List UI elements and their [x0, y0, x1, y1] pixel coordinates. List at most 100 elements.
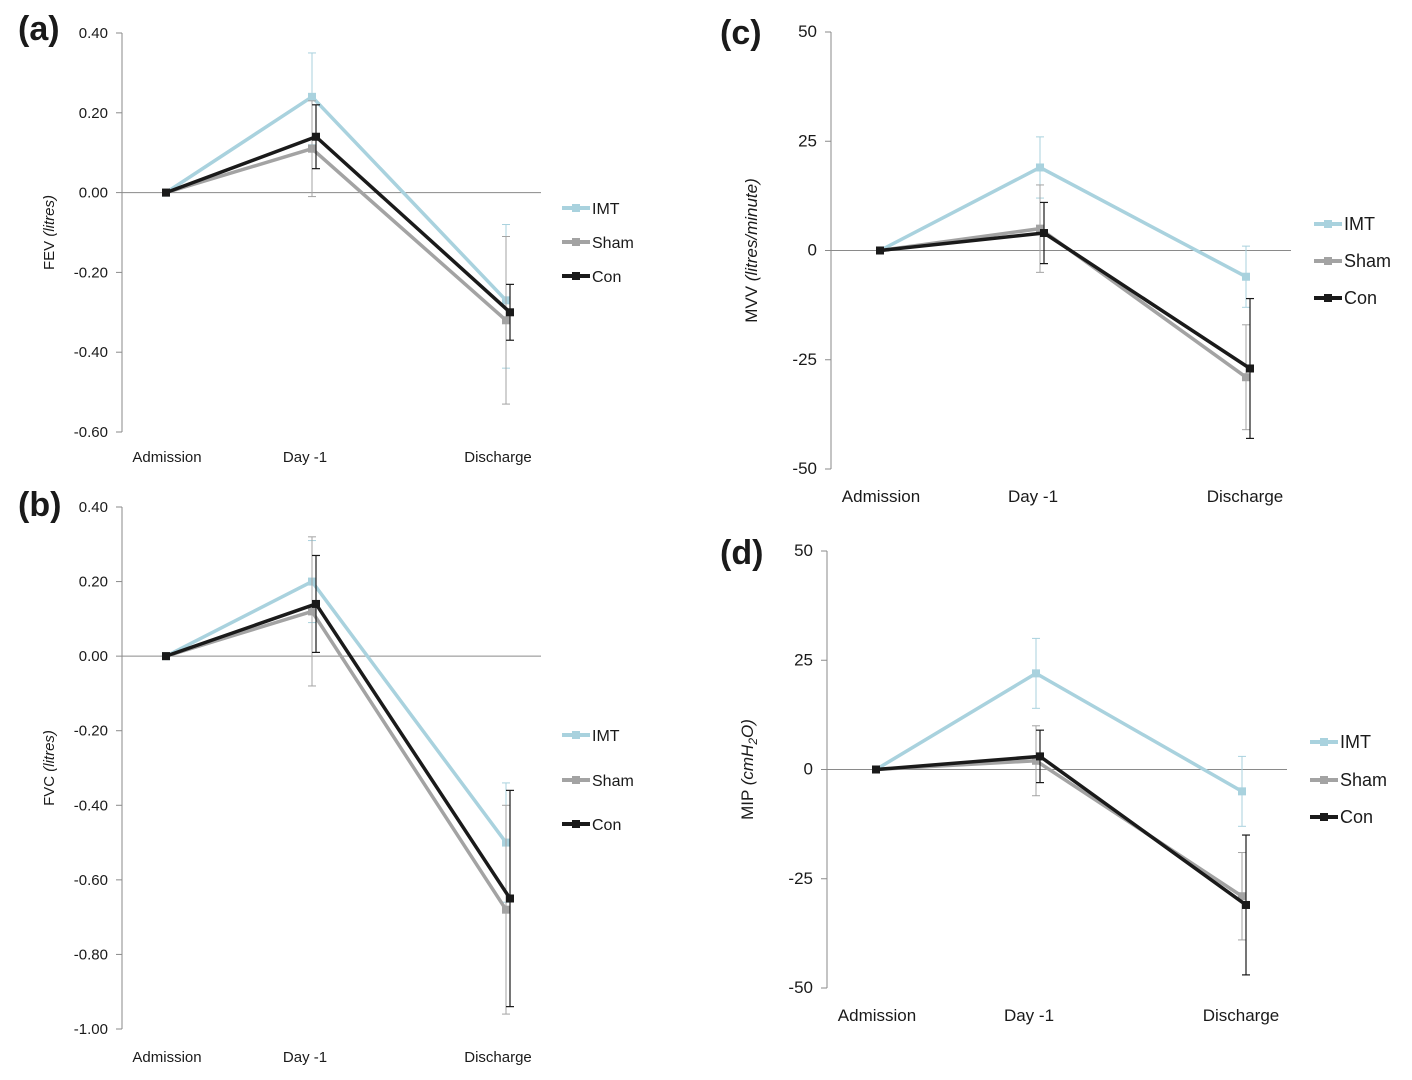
y-axis-label: MVV (litres/minute)	[742, 178, 761, 323]
y-tick-label: -50	[792, 459, 817, 478]
series-imt	[876, 136, 1250, 308]
data-point	[1242, 373, 1250, 382]
y-tick-label: 25	[794, 650, 813, 669]
legend-label: Sham	[1340, 770, 1387, 790]
data-point	[162, 188, 170, 197]
data-point	[1032, 669, 1040, 678]
legend-marker	[1320, 776, 1328, 784]
y-tick-label: 50	[798, 22, 817, 41]
series-con	[162, 104, 514, 341]
series-con	[876, 201, 1254, 440]
legend-marker	[572, 731, 580, 739]
chart-panel-d: (d) 50 25 0 -25 -50 Admission Day -1 Discharge MI…	[720, 534, 1387, 1025]
series-sham	[162, 100, 510, 405]
legend-item-sham: Sham	[562, 235, 634, 252]
data-point	[506, 308, 514, 317]
x-tick-label: Discharge	[464, 449, 532, 466]
y-tick-label: -0.40	[74, 797, 108, 814]
legend-item-sham: Sham	[1310, 770, 1387, 790]
legend-label: Sham	[592, 773, 634, 790]
legend-marker	[1324, 294, 1332, 302]
y-tick-label: 0.20	[79, 574, 108, 591]
x-tick-label: Day -1	[1008, 487, 1058, 506]
series-line	[875, 671, 1243, 793]
y-tick-label: 0.00	[79, 648, 108, 665]
x-tick-label: Admission	[132, 449, 201, 466]
x-tick-label: Admission	[132, 1049, 201, 1066]
data-point	[1036, 163, 1044, 172]
legend-marker	[572, 238, 580, 246]
series-line	[879, 231, 1251, 370]
data-point	[872, 765, 880, 774]
data-point	[1040, 229, 1048, 238]
legend-item-con: Con	[562, 817, 621, 834]
legend-label: Con	[1340, 807, 1373, 827]
chart-panel-b: (b) 0.40 0.20 0.00 -0.20 -0.40 -0.60 -0.80 -1.00…	[18, 486, 634, 1066]
legend-label: Con	[1344, 288, 1377, 308]
series-line	[165, 579, 508, 844]
legend-label: IMT	[1344, 214, 1375, 234]
legend-item-con: Con	[1314, 288, 1377, 308]
panel-letter: (a)	[18, 10, 60, 48]
legend-item-imt: IMT	[1310, 732, 1371, 752]
data-point	[1242, 272, 1250, 281]
y-tick-label: -25	[792, 350, 817, 369]
legend-marker	[572, 776, 580, 784]
series-con	[162, 554, 514, 1008]
legend-item-imt: IMT	[562, 728, 620, 745]
series-imt	[872, 637, 1246, 827]
data-point	[502, 316, 510, 325]
data-point	[1036, 752, 1044, 761]
series-sham	[162, 536, 510, 1015]
y-tick-label: -0.80	[74, 946, 108, 963]
legend-marker	[572, 820, 580, 828]
data-point	[312, 599, 320, 608]
y-axis-label: FVC (litres)	[41, 730, 58, 806]
legend-label: IMT	[592, 201, 620, 218]
x-tick-label: Discharge	[1203, 1006, 1280, 1025]
legend-marker	[1324, 220, 1332, 228]
x-tick-label: Day -1	[283, 1049, 327, 1066]
legend-item-con: Con	[1310, 807, 1373, 827]
legend-label: Sham	[1344, 251, 1391, 271]
chart-panel-c: (c) 50 25 0 -25 -50 Admission Day -1 Discharge MV…	[720, 14, 1391, 506]
legend-label: IMT	[592, 728, 620, 745]
y-tick-label: 0.40	[79, 499, 108, 516]
data-point	[1036, 224, 1044, 233]
y-tick-label: 0.00	[79, 185, 108, 202]
y-tick-label: -1.00	[74, 1021, 108, 1038]
y-tick-label: -0.40	[74, 344, 108, 361]
legend: IMT Sham Con	[1314, 214, 1391, 308]
legend-marker	[1320, 738, 1328, 746]
x-tick-label: Day -1	[283, 449, 327, 466]
y-tick-label: -0.60	[74, 872, 108, 889]
data-point	[876, 246, 884, 255]
panel-letter: (b)	[18, 486, 61, 524]
data-point	[1246, 364, 1254, 373]
data-point	[308, 144, 316, 153]
x-tick-label: Discharge	[1207, 487, 1284, 506]
legend-label: Con	[592, 269, 621, 286]
data-point	[312, 132, 320, 141]
series-imt	[162, 540, 510, 903]
data-point	[502, 905, 510, 914]
data-point	[162, 652, 170, 661]
series-sham	[872, 725, 1246, 941]
x-tick-label: Admission	[838, 1006, 916, 1025]
chart-panel-a: (a) 0.40 0.20 0.00 -0.20 -0.40 -0.60 Admission D…	[18, 10, 634, 466]
data-point	[506, 894, 514, 903]
legend: IMT Sham Con	[1310, 732, 1387, 827]
y-tick-label: 25	[798, 131, 817, 150]
legend-marker	[1320, 813, 1328, 821]
legend-item-sham: Sham	[562, 773, 634, 790]
y-tick-label: -50	[788, 978, 813, 997]
legend: IMT Sham Con	[562, 728, 634, 834]
y-tick-label: -25	[788, 869, 813, 888]
y-tick-label: 0.40	[79, 25, 108, 42]
legend-marker	[572, 272, 580, 280]
series-line	[165, 602, 512, 900]
series-line	[165, 95, 508, 302]
y-tick-label: -0.60	[74, 424, 108, 441]
y-tick-label: 0	[808, 241, 817, 260]
